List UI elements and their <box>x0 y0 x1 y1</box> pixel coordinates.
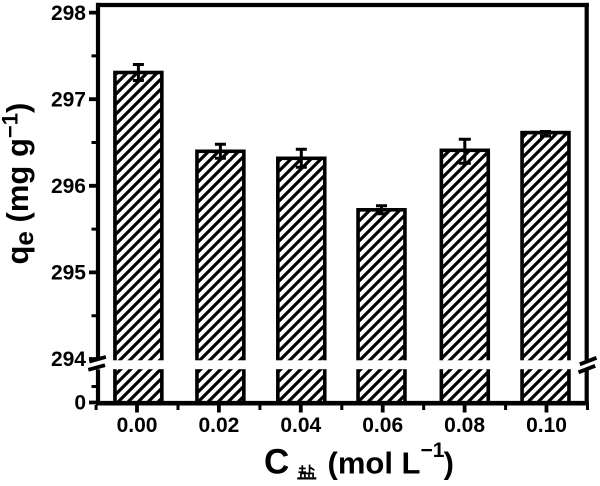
svg-text:297: 297 <box>51 88 86 111</box>
svg-text:0.10: 0.10 <box>526 414 567 437</box>
svg-text:0: 0 <box>74 392 86 415</box>
svg-text:296: 296 <box>51 175 86 198</box>
svg-text:(mol L: (mol L <box>328 446 421 481</box>
svg-text:0.08: 0.08 <box>444 414 485 437</box>
svg-text:0.02: 0.02 <box>198 414 239 437</box>
svg-text:0.00: 0.00 <box>117 414 158 437</box>
svg-text:C: C <box>264 443 289 482</box>
svg-text:294: 294 <box>51 348 86 371</box>
svg-text:): ) <box>444 446 454 481</box>
svg-text:qe (mg g−1): qe (mg g−1) <box>0 103 39 265</box>
svg-text:295: 295 <box>51 262 86 285</box>
svg-text:298: 298 <box>51 2 86 25</box>
svg-text:−1: −1 <box>421 439 445 462</box>
svg-text:0.06: 0.06 <box>362 414 403 437</box>
svg-text:0.04: 0.04 <box>280 414 321 437</box>
